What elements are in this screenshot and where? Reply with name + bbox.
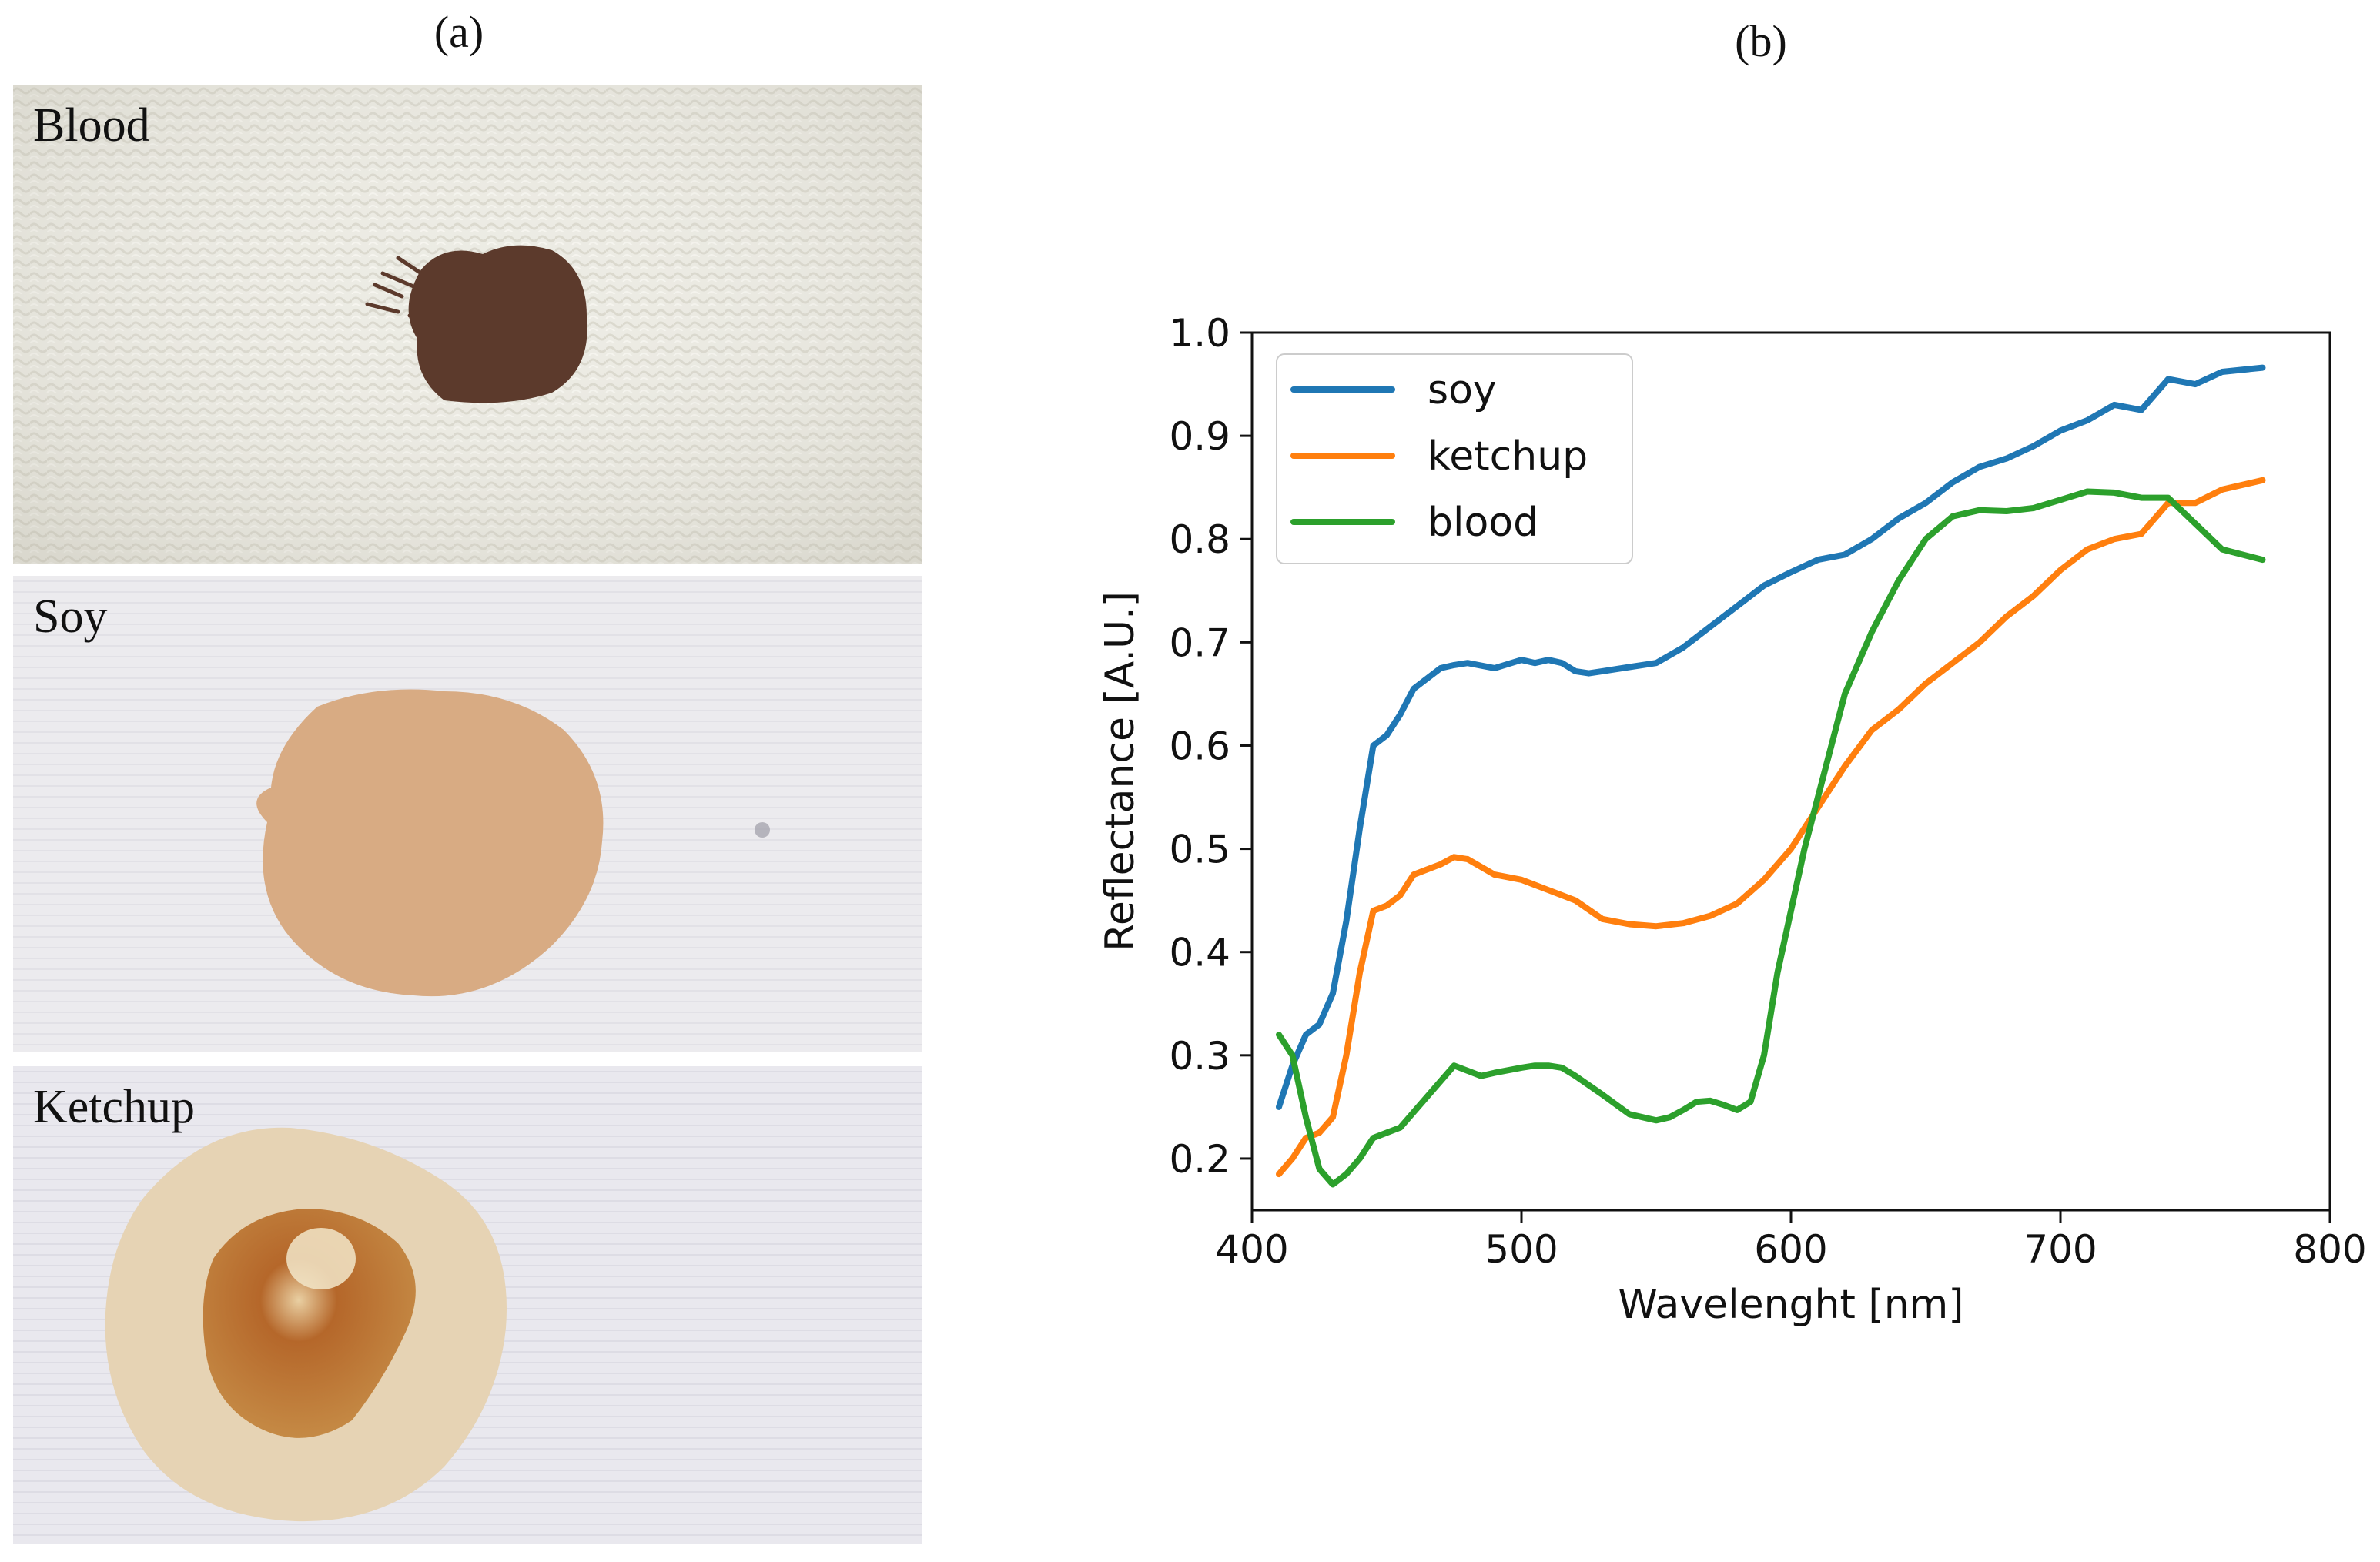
legend: soy ketchup blood bbox=[1276, 353, 1633, 564]
x-tick-label: 400 bbox=[1215, 1227, 1288, 1272]
series-line-ketchup bbox=[1276, 477, 2266, 1178]
y-tick-label: 0.9 bbox=[1169, 414, 1230, 459]
legend-box bbox=[1276, 353, 1633, 564]
blood-stain bbox=[408, 245, 587, 403]
blood-stain-photo: Blood bbox=[13, 85, 922, 564]
photo-label-ketchup: Ketchup bbox=[33, 1081, 196, 1133]
ketchup-stain-photo: Ketchup bbox=[13, 1066, 922, 1544]
y-tick-label: 0.7 bbox=[1169, 620, 1230, 665]
photo-label-soy: Soy bbox=[33, 590, 108, 643]
y-tick-label: 0.5 bbox=[1169, 828, 1230, 872]
panel-b-label: (b) bbox=[1735, 16, 1787, 66]
panel-a-label: (a) bbox=[433, 7, 484, 57]
photo-label-blood: Blood bbox=[33, 99, 150, 152]
x-tick-label: 600 bbox=[1754, 1227, 1827, 1272]
y-tick-label: 0.3 bbox=[1169, 1034, 1230, 1079]
x-tick-label: 800 bbox=[2293, 1227, 2366, 1272]
y-tick-label: 0.8 bbox=[1169, 517, 1230, 562]
x-tick-label: 500 bbox=[1485, 1227, 1558, 1272]
y-tick-label: 0.4 bbox=[1169, 931, 1230, 975]
series-line-blood bbox=[1276, 488, 2266, 1188]
soy-stain-photo: Soy bbox=[13, 576, 922, 1052]
y-tick-label: 1.0 bbox=[1169, 311, 1230, 356]
soy-stain bbox=[256, 689, 604, 997]
legend-label-soy: soy bbox=[1428, 367, 1497, 413]
x-axis-label: Wavelenght [nm] bbox=[1618, 1282, 1963, 1328]
y-tick-label: 0.6 bbox=[1169, 724, 1230, 768]
y-axis-label: Reflectance [A.U.] bbox=[1097, 591, 1143, 952]
legend-label-ketchup: ketchup bbox=[1428, 433, 1588, 480]
y-tick-label: 0.2 bbox=[1169, 1137, 1230, 1182]
series-line-soy bbox=[1276, 364, 2266, 1110]
x-tick-label: 700 bbox=[2024, 1227, 2097, 1272]
ketchup-stain bbox=[203, 1209, 416, 1438]
legend-label-blood: blood bbox=[1428, 500, 1538, 546]
